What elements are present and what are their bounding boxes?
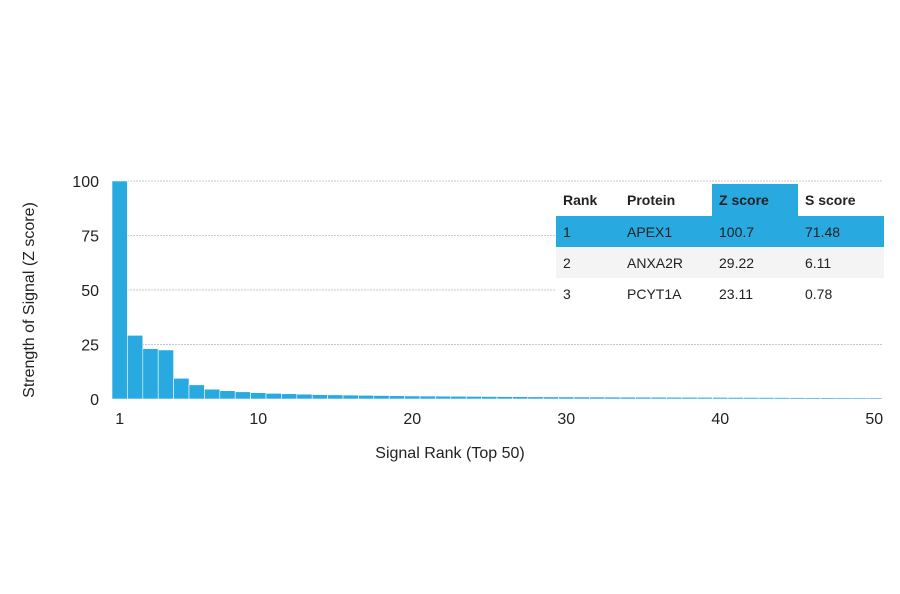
table-row-bg [556, 278, 884, 309]
bar-rank-26 [496, 396, 513, 400]
table-header-z-score: Z score [719, 192, 769, 208]
table-cell: APEX1 [627, 224, 672, 240]
bar-rank-49 [850, 397, 867, 400]
x-tick-label: 30 [557, 411, 575, 428]
bars-layer [111, 180, 883, 400]
z-score-header-highlight [712, 184, 798, 216]
bar-rank-2 [127, 335, 144, 400]
bar-rank-45 [789, 397, 806, 400]
bar-rank-8 [219, 390, 236, 400]
bar-rank-42 [743, 397, 760, 400]
x-tick-label: 20 [403, 411, 421, 428]
table-cell: 6.11 [805, 255, 831, 271]
x-tick-label: 1 [115, 411, 124, 428]
table-cell: 100.7 [719, 224, 754, 240]
y-tick-label: 100 [72, 174, 99, 191]
bar-rank-44 [773, 397, 790, 400]
bar-rank-31 [573, 396, 590, 400]
table-cell: PCYT1A [627, 286, 682, 302]
table-cell: 29.22 [719, 255, 754, 271]
grid-layer [112, 180, 882, 345]
bar-rank-20 [404, 395, 421, 400]
y-tick-label: 0 [90, 392, 99, 409]
bar-rank-43 [758, 397, 775, 400]
table-row-bg [556, 216, 884, 247]
bar-rank-30 [558, 396, 575, 400]
bar-rank-18 [373, 395, 390, 400]
table-cell: 23.11 [719, 286, 753, 302]
x-tick-label: 40 [711, 411, 729, 428]
table-header-rank: Rank [563, 192, 597, 208]
bar-rank-25 [481, 396, 498, 400]
bar-rank-39 [696, 397, 713, 400]
bar-rank-24 [465, 396, 482, 400]
bar-rank-4 [157, 349, 174, 400]
bar-rank-37 [666, 396, 683, 400]
bar-rank-36 [650, 396, 667, 400]
bar-rank-12 [281, 393, 298, 400]
y-axis-ticks: 0 25 50 75 100 [72, 174, 99, 409]
x-tick-label: 10 [249, 411, 267, 428]
results-table: Rank Protein Z score S score 1 APEX1 100.7 71.4… [556, 184, 884, 309]
bar-rank-46 [804, 397, 821, 400]
table-cell: 1 [563, 224, 571, 240]
table-cell: 3 [563, 286, 571, 302]
bar-rank-21 [419, 395, 436, 400]
y-tick-label: 50 [81, 283, 99, 300]
bar-rank-5 [173, 377, 190, 400]
bar-rank-38 [681, 396, 698, 400]
bar-rank-16 [342, 394, 359, 400]
table-cell: 2 [563, 255, 571, 271]
bar-rank-29 [542, 396, 559, 400]
bar-rank-14 [311, 394, 328, 400]
y-tick-label: 75 [81, 229, 99, 246]
bar-rank-10 [250, 392, 267, 400]
bar-rank-22 [435, 395, 452, 400]
bar-rank-13 [296, 393, 313, 400]
table-header-s-score: S score [805, 192, 856, 208]
table-header-protein: Protein [627, 192, 675, 208]
bar-rank-17 [358, 394, 375, 400]
bar-rank-19 [388, 395, 405, 400]
bar-rank-11 [265, 393, 282, 400]
bar-rank-34 [619, 396, 636, 400]
bar-rank-47 [820, 397, 837, 400]
y-axis-label: Strength of Signal (Z score) [21, 202, 38, 398]
table-cell: 0.78 [805, 286, 832, 302]
bar-rank-6 [188, 384, 205, 400]
bar-rank-50 [866, 397, 883, 400]
bar-rank-9 [234, 391, 251, 400]
bar-rank-40 [712, 397, 729, 400]
x-axis-ticks: 1 10 20 30 40 50 [115, 411, 883, 428]
bar-rank-41 [727, 397, 744, 400]
bar-rank-32 [589, 396, 606, 400]
bar-rank-15 [327, 394, 344, 400]
bar-rank-23 [450, 395, 467, 400]
bar-rank-1 [111, 180, 128, 400]
table-row-bg [556, 247, 884, 278]
bar-rank-28 [527, 396, 544, 400]
bar-rank-33 [604, 396, 621, 400]
bar-rank-48 [835, 397, 852, 400]
x-axis-label: Signal Rank (Top 50) [375, 445, 524, 462]
table-cell: ANXA2R [627, 255, 683, 271]
table-cell: 71.48 [805, 224, 840, 240]
bar-rank-35 [635, 396, 652, 400]
y-tick-label: 25 [81, 338, 99, 355]
bar-rank-27 [512, 396, 529, 400]
bar-rank-7 [204, 388, 221, 400]
x-tick-label: 50 [865, 411, 883, 428]
bar-rank-3 [142, 348, 159, 400]
